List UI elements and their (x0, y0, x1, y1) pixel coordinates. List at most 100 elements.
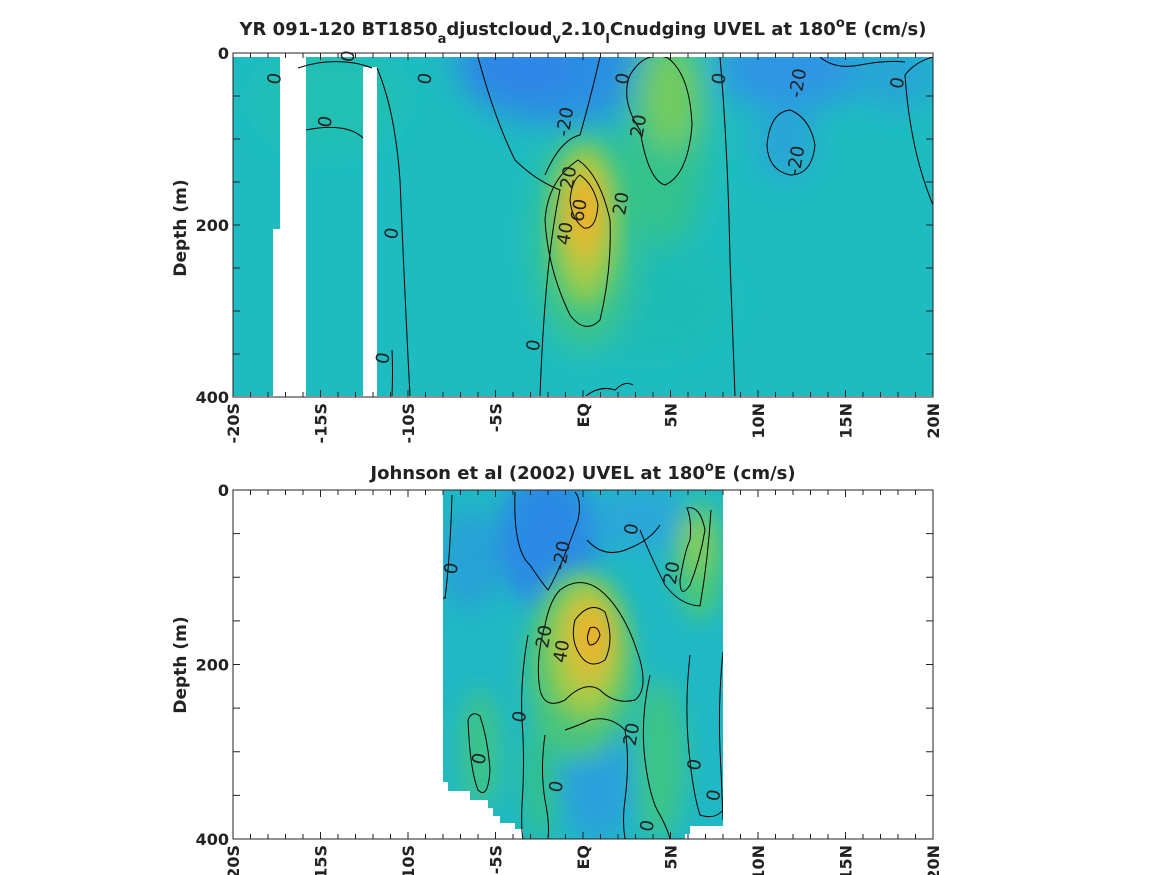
contour-label: 20 (660, 560, 685, 586)
missing-data-band (363, 67, 377, 396)
y-tick-label: 0 (218, 481, 229, 500)
chart-bottom-field (443, 490, 723, 839)
contour-label: 0 (708, 71, 731, 86)
x-tick-label: EQ (574, 845, 593, 870)
contour-label: 0 (381, 226, 404, 241)
contour-label: 0 (636, 818, 659, 833)
x-tick-label: -5S (487, 403, 506, 432)
contour-line (626, 57, 693, 186)
contour-line (305, 126, 364, 139)
contour-line (477, 57, 561, 396)
contour-line (444, 494, 453, 599)
chart-top-title: YR 091-120 BT1850adjustcloudv2.10lCnudgi… (239, 16, 927, 47)
contour-label: 0 (468, 751, 491, 766)
contour-line (564, 718, 628, 839)
contour-label: 0 (684, 757, 707, 772)
contour-label: 20 (532, 623, 557, 649)
chart-top-y-axis-label: Depth (m) (171, 179, 191, 276)
contour-label: 20 (627, 113, 652, 139)
x-tick-label: -10S (399, 403, 418, 443)
x-tick-label: 5N (662, 845, 681, 870)
contour-line (719, 57, 736, 396)
contour-line (587, 626, 601, 646)
x-tick-label: -15S (312, 403, 331, 443)
contour-label: 0 (887, 76, 910, 91)
x-tick-label: 5N (662, 403, 681, 428)
chart-top: YR 091-120 BT1850adjustcloudv2.10lCnudgi… (171, 16, 943, 443)
contour-line (686, 654, 723, 818)
missing-data-band (273, 229, 281, 396)
contour-line (467, 713, 491, 793)
contour-line (679, 507, 706, 592)
contour-label: 20 (557, 165, 582, 191)
x-tick-label: -10S (399, 845, 418, 875)
contour-label: 0 (372, 351, 395, 366)
contour-line (585, 382, 634, 396)
contour-label: 0 (612, 71, 635, 86)
contour-line (544, 57, 601, 176)
x-tick-label: 10N (749, 403, 768, 439)
contour-label: 60 (567, 197, 592, 223)
chart-bottom-contours (443, 491, 723, 839)
x-tick-label: 10N (749, 845, 768, 875)
contour-label: 0 (621, 522, 644, 537)
contour-label: 0 (703, 788, 726, 803)
contour-label: -20 (785, 67, 811, 100)
x-tick-label: EQ (574, 403, 593, 428)
y-tick-label: 400 (196, 388, 229, 407)
contour-line (544, 159, 611, 327)
contour-line (718, 651, 723, 821)
contour-label: 20 (620, 721, 645, 747)
x-tick-label: -5S (487, 845, 506, 874)
x-tick-label: 20N (924, 403, 943, 439)
chart-bottom: Johnson et al (2002) UVEL at 180oE (cm/s… (171, 460, 943, 875)
contour-line (639, 509, 712, 607)
x-tick-label: 15N (837, 845, 856, 875)
chart-top-contours (297, 57, 933, 396)
chart-bottom-title: Johnson et al (2002) UVEL at 180oE (cm/s… (368, 460, 795, 484)
contour-label: 40 (550, 638, 575, 664)
contour-label: 40 (553, 220, 578, 246)
y-tick-label: 0 (218, 44, 229, 63)
contour-line (521, 634, 529, 839)
x-tick-label: -15S (312, 845, 331, 875)
chart-bottom-y-axis-label: Depth (m) (171, 616, 191, 713)
contour-label: -20 (553, 105, 579, 138)
y-tick-label: 400 (196, 830, 229, 849)
contour-line (586, 524, 661, 553)
contour-line (376, 67, 411, 396)
y-tick-label: 200 (196, 216, 229, 235)
missing-data-band (280, 57, 306, 396)
contour-label: 0 (337, 49, 360, 64)
missing-data-region (685, 826, 723, 839)
chart-top-field (233, 57, 933, 396)
x-tick-label: 20N (924, 845, 943, 875)
contour-label: 0 (314, 114, 337, 129)
x-tick-label: 15N (837, 403, 856, 439)
y-tick-label: 200 (196, 656, 229, 675)
x-tick-label: -20S (224, 845, 243, 875)
contour-label: 0 (440, 561, 463, 576)
contour-line (569, 174, 599, 229)
x-tick-label: -20S (224, 403, 243, 443)
missing-data-region (443, 782, 523, 839)
contour-label: 0 (509, 709, 532, 724)
contour-label: -20 (549, 539, 575, 572)
contour-line (642, 674, 671, 839)
contour-label: 0 (523, 338, 546, 353)
contour-label: -20 (784, 144, 810, 177)
contour-line (904, 57, 933, 206)
contour-line (391, 349, 393, 396)
contour-label: 0 (414, 71, 437, 86)
contour-line (537, 582, 644, 704)
contour-line (572, 607, 611, 665)
contour-line (766, 109, 816, 176)
contour-line (297, 61, 373, 69)
contour-line (819, 57, 906, 67)
contour-label: 0 (545, 779, 568, 794)
